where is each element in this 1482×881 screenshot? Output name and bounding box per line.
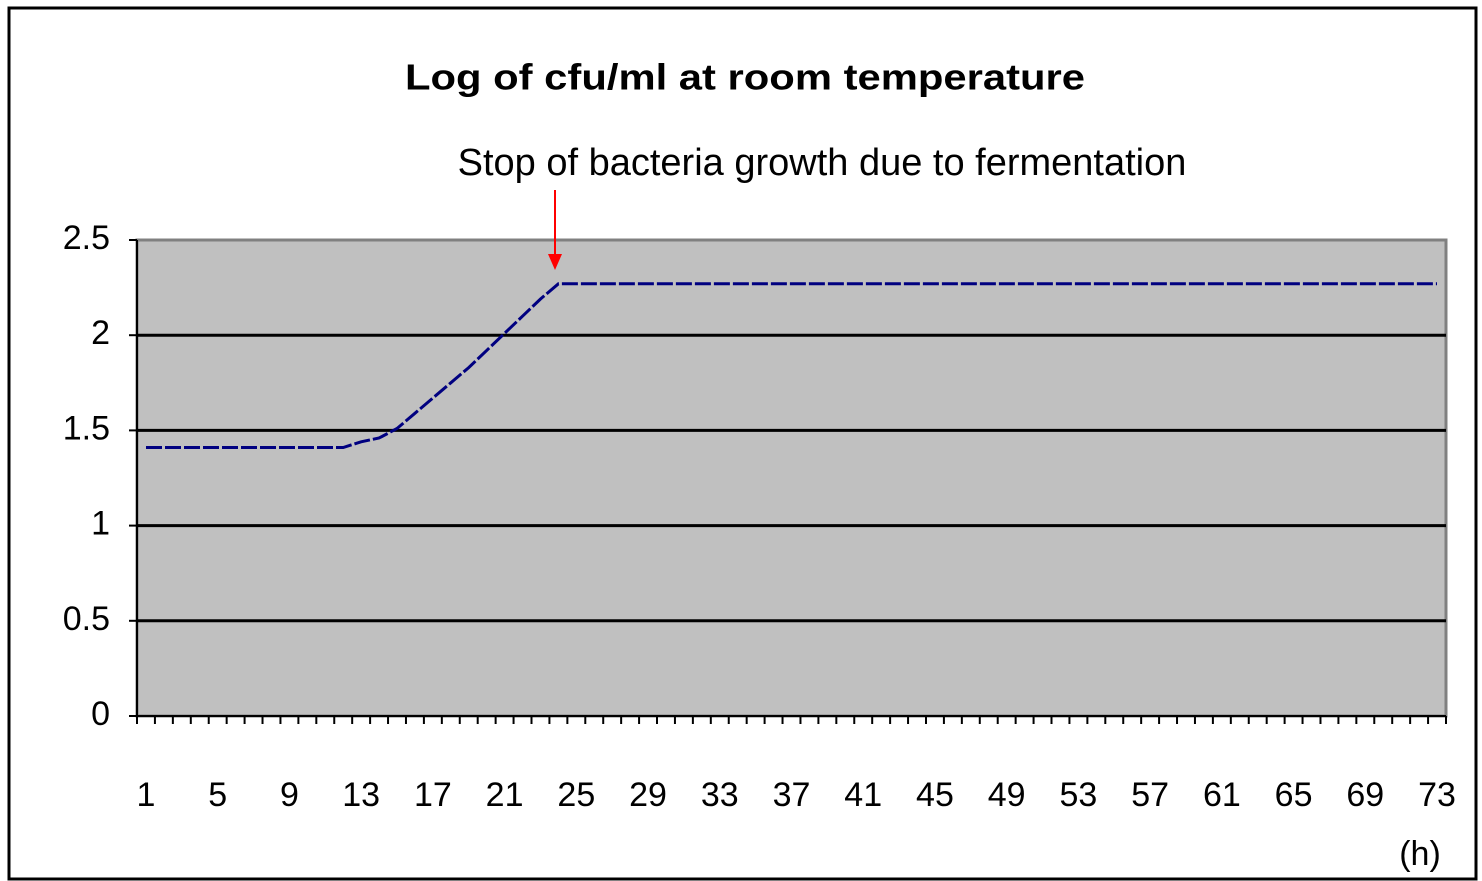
- x-tick-label: 41: [844, 776, 882, 814]
- y-tick-label: 0: [91, 695, 110, 733]
- x-tick-label: 49: [988, 776, 1026, 814]
- x-tick-label: 33: [701, 776, 739, 814]
- annotation-arrowhead: [548, 254, 562, 270]
- y-tick-label: 2: [91, 314, 110, 352]
- x-tick-label: 5: [208, 776, 227, 814]
- y-tick-label: 1.5: [63, 409, 110, 447]
- x-tick-label: 13: [342, 776, 380, 814]
- x-tick-label: 73: [1418, 776, 1456, 814]
- x-tick-label: 61: [1203, 776, 1241, 814]
- annotation: Stop of bacteria growth due to fermentat…: [458, 142, 1187, 184]
- x-tick-label: 9: [280, 776, 299, 814]
- x-axis-label: (h): [1399, 835, 1441, 873]
- x-tick-label: 45: [916, 776, 954, 814]
- x-tick-label: 57: [1131, 776, 1169, 814]
- x-tick-label: 17: [414, 776, 452, 814]
- x-tick-label: 69: [1346, 776, 1384, 814]
- x-tick-label: 37: [773, 776, 811, 814]
- y-tick-label: 2.5: [63, 219, 110, 257]
- x-tick-label: 65: [1275, 776, 1313, 814]
- plot-area: [135, 238, 1448, 718]
- y-tick-label: 1: [91, 505, 110, 543]
- chart-title: Log of cfu/ml at room temperature: [405, 57, 1085, 98]
- x-tick-label: 25: [557, 776, 595, 814]
- x-tick-label: 29: [629, 776, 667, 814]
- x-tick-label: 21: [486, 776, 524, 814]
- y-tick-label: 0.5: [63, 600, 110, 638]
- x-tick-label: 53: [1059, 776, 1097, 814]
- data-line: [146, 282, 1437, 449]
- x-tick-label: 1: [137, 776, 156, 814]
